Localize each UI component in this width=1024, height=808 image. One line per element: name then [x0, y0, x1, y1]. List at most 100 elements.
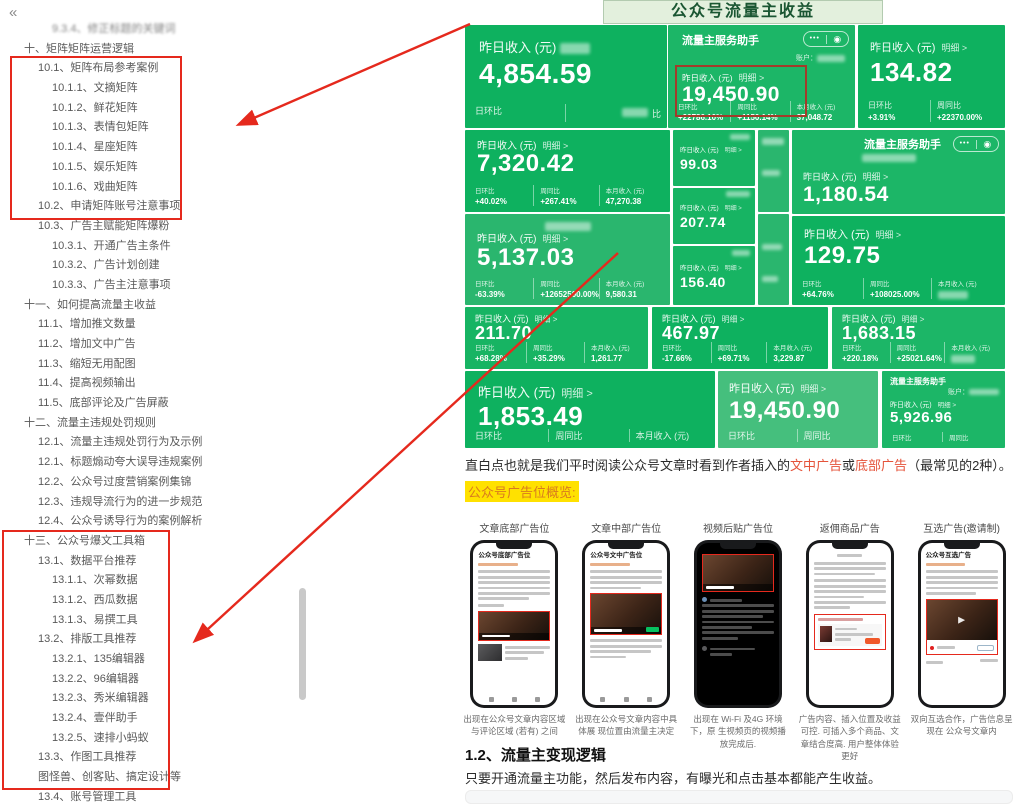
mini-program-menu[interactable]: ••• ◉	[803, 31, 849, 47]
blurred-text	[559, 43, 590, 55]
blurred-text	[730, 134, 750, 140]
toc-item[interactable]: 10.1.3、表情包矩阵	[52, 121, 149, 134]
toc-item[interactable]: 10.3.3、广告主注意事项	[52, 278, 171, 291]
brand-logo	[929, 645, 934, 650]
mini-program-card: 流量主服务助手 ••• ◉ 昨日收入 (元) 明细 > 1,180.54	[792, 130, 1005, 214]
toc-item[interactable]: 13.2、排版工具推荐	[38, 633, 137, 646]
toc-item[interactable]: 13.2.2、96编辑器	[52, 672, 139, 685]
ad-column-bottom: 文章底部广告位 公众号底部广告位 出现在公众号文章内容区域 与评论区域 (若有)…	[463, 524, 566, 737]
revenue-card: 昨日收入 (元) 明细 > 19,450.90 日环比 周同比	[718, 371, 878, 448]
mini-program-card: 流量主服务助手 账户： 昨日收入 (元) 明细 > 5,926.96 日环比 周同…	[882, 371, 1005, 448]
toc-item[interactable]: 10.2、申请矩阵账号注意事项	[38, 200, 181, 213]
toc-item[interactable]: 10.3、广告主赋能矩阵爆粉	[38, 219, 170, 232]
toc-item[interactable]: 12.1、流量主违规处罚行为及示例	[38, 436, 203, 449]
revenue-card: 昨日收入 (元) 明细 > 1,683.15 日环比 +220.18% 周同比 +25…	[832, 307, 1005, 369]
toc-item[interactable]: 13.1.3、易撰工具	[52, 613, 138, 626]
toc-item[interactable]: 11.5、底部评论及广告屏蔽	[38, 397, 169, 410]
phone-mockup: 公众号互选广告 ▶	[917, 540, 1006, 708]
inline-red-term: 底部广告	[855, 458, 908, 473]
more-icon[interactable]: •••	[809, 35, 820, 42]
cropped-screenshot-strip	[758, 214, 789, 305]
mini-program-menu[interactable]: ••• ◉	[953, 136, 999, 152]
toc-item[interactable]: 11.2、增加文中广告	[38, 338, 136, 350]
ad-column-mutual: 互选广告(邀请制) 公众号互选广告 ▶ 双向互选合作，广告信息呈现在	[910, 524, 1013, 737]
highlighted-label: 公众号广告位概览:	[465, 481, 579, 502]
toc-item[interactable]: 13.3、作图工具推荐	[38, 751, 137, 764]
toc-item[interactable]: 13.1.2、西瓜数据	[52, 593, 138, 606]
phone-notch	[719, 543, 756, 549]
table-of-contents: 9.3.4、修正标题的关键词十、矩阵矩阵运营逻辑 10.1、矩阵布局参考案例 10.…	[0, 20, 312, 808]
toc-item[interactable]: 十三、公众号爆文工具箱	[24, 534, 145, 547]
phone-notch	[831, 543, 868, 549]
close-circle-icon[interactable]: ◉	[833, 34, 842, 44]
toc-item[interactable]: 十、矩阵矩阵运营逻辑	[24, 42, 134, 55]
blurred-text	[951, 354, 976, 363]
blurred-text	[621, 108, 648, 118]
phone-mockup	[805, 540, 894, 708]
toc-item[interactable]: 11.3、缩短无用配图	[38, 357, 136, 370]
toc-item[interactable]: 12.1、标题煽动夸大误导违规案例	[38, 456, 203, 469]
toc-item[interactable]: 13.1.1、次幂数据	[52, 574, 138, 587]
toc-sidebar: « 9.3.4、修正标题的关键词十、矩阵矩阵运营逻辑 10.1、矩阵布局参考案例 1…	[0, 0, 312, 803]
toc-item[interactable]: 9.3.4、修正标题的关键词	[52, 23, 176, 35]
ad-tag	[646, 627, 660, 633]
mini-program-card: 流量主服务助手 ••• ◉ 账户： 昨日收入 (元) 明细 > 19,450.90…	[668, 25, 855, 128]
toc-item[interactable]: 12.2、公众号过度营销案例集锦	[38, 475, 192, 488]
toc-item[interactable]: 十二、流量主违规处罚规则	[24, 416, 156, 429]
phone-mockup	[693, 540, 782, 708]
blurred-text	[938, 290, 968, 299]
toc-item[interactable]: 13.2.5、速排小蚂蚁	[52, 731, 149, 744]
revenue-card: 昨日收入 (元) 明细 > 1,853.49 日环比 周同比 本月收入 (元)	[465, 371, 715, 448]
revenue-card: 昨日收入 (元) 明细 > 467.97 日环比 -17.66% 周同比 +69.71…	[652, 307, 828, 369]
ad-image-middle	[590, 593, 663, 636]
phone-notch	[496, 543, 533, 549]
toc-item[interactable]: 13.2.4、壹伴助手	[52, 712, 138, 725]
toc-item[interactable]: 10.3.2、广告计划创建	[52, 259, 160, 272]
toc-item[interactable]: 13.4、账号管理工具	[38, 790, 137, 803]
article-thumbnail	[478, 643, 503, 661]
ad-column-commission: 返佣商品广告 广告内容、插入位置及收益可控. 可插入多个商品、文章结合度高. 用…	[798, 524, 901, 761]
revenue-card: 昨日收入 (元) 明细 > 129.75 日环比 +64.76% 周同比 +10802…	[792, 216, 1005, 305]
phone-tabbar	[479, 697, 549, 702]
toc-item[interactable]: 11.4、提高视频输出	[38, 377, 136, 390]
blurred-text	[732, 250, 750, 256]
toc-item[interactable]: 10.1.4、星座矩阵	[52, 141, 138, 154]
section-heading: 1.2、流量主变现逻辑	[465, 747, 606, 764]
toc-item[interactable]: 10.1.1、文摘矩阵	[52, 82, 138, 95]
revenue-card: 昨日收入 (元) 明细 > 134.82 日环比 +3.91% 周同比 +22370.…	[858, 25, 1005, 128]
sidebar-collapse-icon[interactable]: «	[9, 4, 18, 21]
collage-title: 公众号流量主收益	[603, 0, 883, 24]
toc-item[interactable]: 11.1、增加推文数量	[38, 318, 136, 331]
revenue-card-small: 昨日收入 (元) 明细 > 99.03	[673, 130, 755, 186]
blurred-text	[817, 54, 845, 62]
toc-item[interactable]: 13.2.3、秀米编辑器	[52, 692, 149, 705]
toc-item[interactable]: 12.3、违规导流行为的进一步规范	[38, 495, 203, 508]
product-thumbnail	[819, 625, 832, 642]
toc-item[interactable]: 10.1.5、娱乐矩阵	[52, 160, 138, 173]
toc-item[interactable]: 12.4、公众号诱导行为的案例解析	[38, 515, 203, 528]
toc-item[interactable]: 10.1.2、鲜花矩阵	[52, 101, 138, 114]
revenue-card: 昨日收入 (元) 4,854.59 日环比 比	[465, 25, 667, 128]
toc-item[interactable]: 13.2.1、135编辑器	[52, 653, 145, 665]
toc-item[interactable]: 13.1、数据平台推荐	[38, 554, 137, 567]
revenue-card-small: 昨日收入 (元) 明细 > 207.74	[673, 188, 755, 244]
more-icon[interactable]: •••	[959, 140, 970, 147]
toc-item[interactable]: 十一、如何提高流量主收益	[24, 298, 156, 311]
toc-item[interactable]: 图怪兽、创客贴、搞定设计等	[38, 771, 181, 784]
toc-item[interactable]: 10.1.6、戏曲矩阵	[52, 180, 138, 193]
cropped-screenshot-strip	[758, 130, 789, 212]
revenue-card: 昨日收入 (元) 明细 > 211.70 日环比 +68.28% 周同比 +35.29…	[465, 307, 648, 369]
phone-notch	[608, 543, 645, 549]
toc-item[interactable]: 10.1、矩阵布局参考案例	[38, 62, 159, 75]
phone-tabbar	[591, 697, 661, 702]
ad-image-mutual: ▶	[926, 599, 997, 640]
close-circle-icon[interactable]: ◉	[983, 139, 992, 149]
toc-item[interactable]: 10.3.1、开通广告主条件	[52, 239, 171, 252]
revenue-card: 昨日收入 (元) 明细 > 5,137.03 日环比 -63.39% 周同比 +126…	[465, 214, 670, 305]
ad-column-video: 视频后贴广告位 出现在 Wi-Fi 及4G 环境下，原 生视频页的视频播放完成后…	[690, 524, 786, 749]
phone-mockup: 公众号底部广告位	[470, 540, 559, 708]
annotation-box-toolbox	[2, 530, 170, 790]
sidebar-scrollbar[interactable]	[299, 588, 306, 700]
detail-button	[976, 644, 994, 651]
section-body: 只要开通流量主功能，然后发布内容，有曝光和点击基本都能产生收益。	[465, 771, 882, 786]
